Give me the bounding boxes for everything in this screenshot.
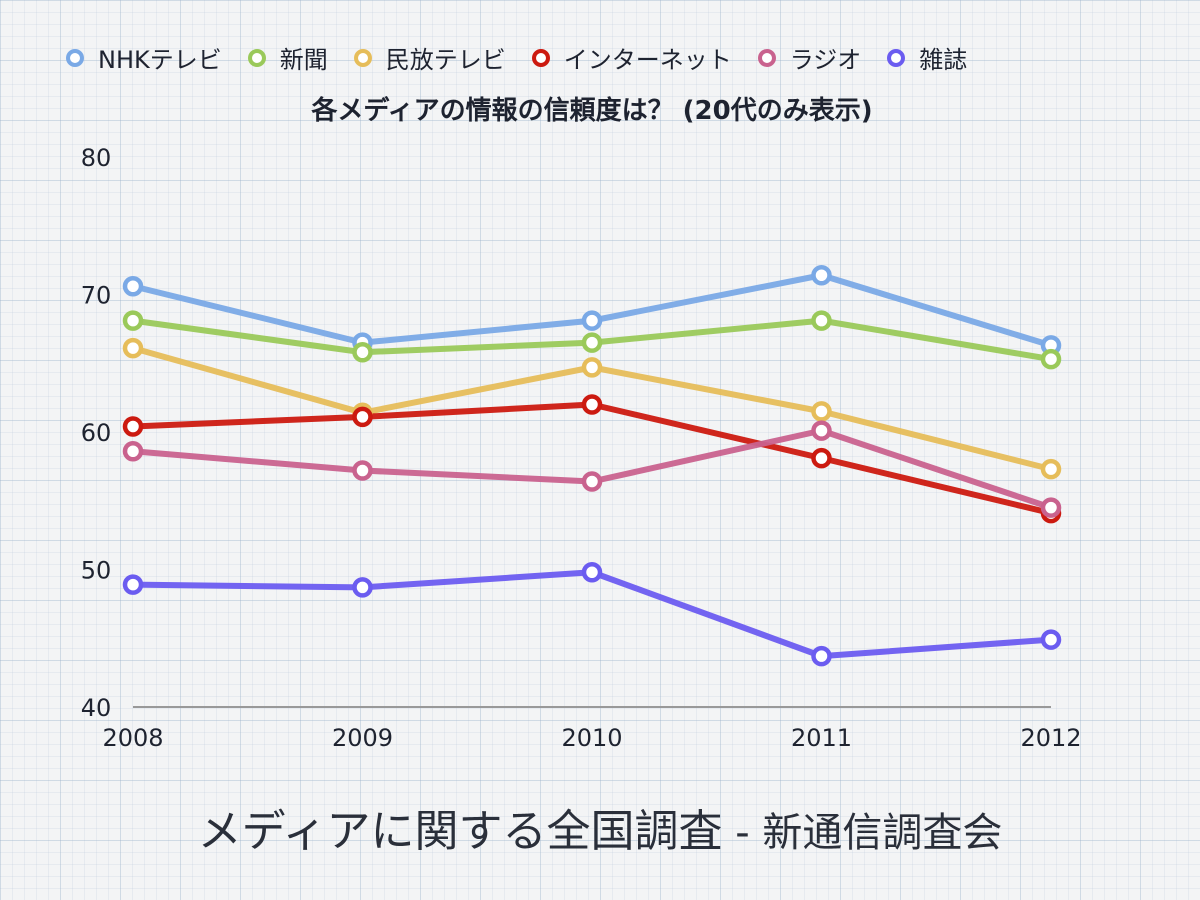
legend-marker-icon <box>353 48 372 67</box>
legend-item[interactable]: NHKテレビ <box>66 40 222 75</box>
series-line <box>132 427 1052 511</box>
source-sep: - <box>722 810 763 856</box>
data-point <box>811 420 832 441</box>
data-point <box>1040 497 1062 518</box>
data-point <box>122 416 144 437</box>
legend-item[interactable]: インターネット <box>531 40 732 75</box>
data-point <box>1040 458 1062 480</box>
y-tick-label: 80 <box>81 144 112 172</box>
legend-item[interactable]: 雑誌 <box>887 40 967 75</box>
legend-label: ラジオ <box>789 46 862 74</box>
legend-item[interactable]: 新聞 <box>247 40 328 75</box>
data-point <box>122 441 144 462</box>
data-point <box>581 471 603 492</box>
data-point <box>1040 629 1062 650</box>
source-org: 新通信調査会 <box>762 810 1003 856</box>
data-point <box>352 406 373 428</box>
data-point <box>811 645 832 667</box>
x-tick-label: 2012 <box>1020 724 1081 752</box>
y-tick-label: 70 <box>81 282 112 310</box>
data-point <box>581 310 603 331</box>
y-tick-label: 60 <box>81 419 112 447</box>
legend-label: インターネット <box>563 46 732 74</box>
data-point <box>122 276 144 297</box>
legend: NHKテレビ 新聞 民放テレビ インターネット ラジオ 雑誌 <box>66 40 967 75</box>
x-tick-label: 2009 <box>332 724 393 752</box>
y-tick-label: 40 <box>81 694 112 722</box>
data-point <box>811 310 832 331</box>
data-point <box>122 310 144 331</box>
data-point <box>581 562 603 583</box>
legend-label: 新聞 <box>279 46 328 74</box>
legend-label: NHKテレビ <box>98 46 222 74</box>
legend-marker-icon <box>887 48 906 67</box>
legend-marker-icon <box>757 48 776 67</box>
chart-title: 各メディアの情報の信頼度は？ (20代のみ表示) <box>311 96 873 126</box>
series-line <box>132 569 1052 660</box>
source-caption: メディアに関する全国調査 - 新通信調査会 <box>0 795 1200 859</box>
x-tick-label: 2011 <box>791 724 852 752</box>
data-point <box>352 577 373 598</box>
legend-item[interactable]: ラジオ <box>757 40 862 75</box>
data-point <box>122 574 144 595</box>
data-point <box>581 357 603 378</box>
y-tick-label: 50 <box>81 557 112 585</box>
legend-label: 雑誌 <box>919 46 968 74</box>
source-main: メディアに関する全国調査 <box>197 806 723 857</box>
data-point <box>581 394 603 415</box>
data-point <box>581 332 603 353</box>
data-point <box>122 337 144 359</box>
legend-item[interactable]: 民放テレビ <box>353 40 506 75</box>
legend-marker-icon <box>247 48 266 67</box>
legend-marker-icon <box>66 48 84 67</box>
x-tick-label: 2010 <box>561 724 622 752</box>
data-point <box>352 342 373 363</box>
x-tick-label: 2008 <box>102 724 163 752</box>
legend-marker-icon <box>531 48 550 67</box>
data-point <box>811 265 832 286</box>
data-point <box>352 460 373 481</box>
data-point <box>811 447 832 469</box>
data-point <box>1040 348 1062 370</box>
legend-label: 民放テレビ <box>385 46 506 74</box>
data-point <box>811 401 832 422</box>
